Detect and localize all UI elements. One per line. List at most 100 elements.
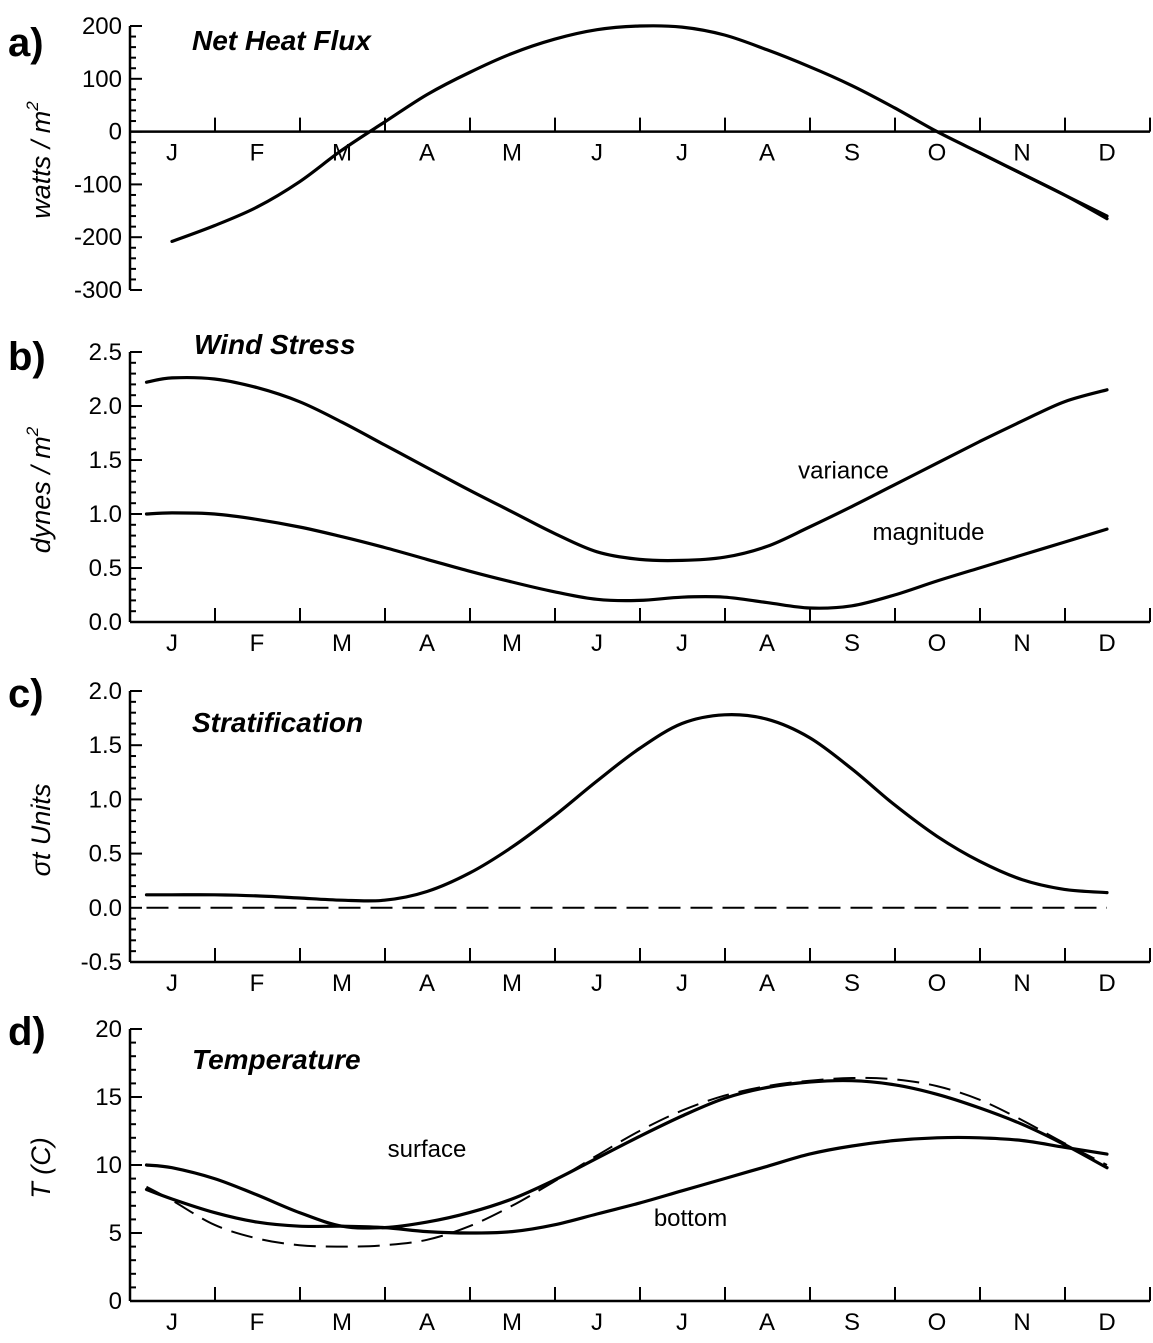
y-tick-label: -0.5 (81, 949, 122, 976)
y-axis-label: T (C) (26, 1137, 56, 1198)
month-label: J (676, 1309, 688, 1336)
solid-series-line (144, 713, 1109, 903)
y-axis-label: σt Units (26, 784, 56, 877)
month-label: J (166, 140, 178, 167)
panel-4: d) Temperature T (C) 20 15 10 5 0 J F M A M J J A S O N Dsu… (8, 1010, 1151, 1336)
month-label: F (250, 1309, 265, 1336)
y-tick-label: 0 (109, 1288, 122, 1315)
month-label: D (1098, 630, 1115, 657)
y-axis-label-text: dynes / m (26, 436, 56, 553)
panel-2: b) Wind Stress dynes / m2 2.5 2.0 1.5 1.0 0.5 0.… (8, 329, 1151, 657)
variance-series-line (144, 376, 1109, 563)
month-label: F (250, 970, 265, 997)
month-label: J (591, 970, 603, 997)
panel-letter: d) (8, 1010, 46, 1054)
y-tick-label: 1.0 (89, 501, 122, 528)
y-tick-label: 0.5 (89, 841, 122, 868)
month-label: M (502, 140, 522, 167)
month-label: M (502, 1309, 522, 1336)
series-annotation: magnitude (872, 519, 984, 546)
month-label: J (166, 630, 178, 657)
month-label: M (332, 630, 352, 657)
y-tick-label: 1.0 (89, 786, 122, 813)
bottom-series-line (144, 1135, 1109, 1235)
month-label: M (332, 1309, 352, 1336)
month-label: J (591, 1309, 603, 1336)
month-label: A (759, 1309, 775, 1336)
y-tick-label: 100 (82, 66, 122, 93)
month-label: A (759, 630, 775, 657)
month-label: D (1098, 970, 1115, 997)
y-tick-label: 0.0 (89, 609, 122, 636)
month-label: M (502, 630, 522, 657)
y-axis-label-text: T (C) (26, 1137, 56, 1198)
month-label: D (1098, 140, 1115, 167)
month-label: D (1098, 1309, 1115, 1336)
month-label: J (591, 630, 603, 657)
y-tick-label: 2.5 (89, 339, 122, 366)
y-axis-label-superscript: 2 (23, 426, 42, 437)
panel-letter: a) (8, 21, 44, 65)
y-axis-label: watts / m2 (23, 101, 56, 219)
series-annotation: surface (388, 1136, 467, 1163)
y-tick-label: 0 (109, 119, 122, 146)
dashed-series-line (146, 1076, 1108, 1248)
y-tick-label: 200 (82, 13, 122, 40)
magnitude-series-line (144, 511, 1109, 610)
month-label: N (1013, 970, 1030, 997)
month-label: A (759, 970, 775, 997)
series-annotation: bottom (654, 1205, 727, 1232)
panel-letter: b) (8, 335, 46, 379)
panel-title: Stratification (192, 707, 363, 738)
panel-title: Temperature (192, 1044, 361, 1075)
month-label: F (250, 630, 265, 657)
y-tick-label: -100 (74, 171, 122, 198)
month-label: A (419, 630, 435, 657)
month-label: N (1013, 1309, 1030, 1336)
y-tick-label: 20 (95, 1016, 122, 1043)
month-label: S (844, 970, 860, 997)
month-label: J (591, 140, 603, 167)
series-annotation: variance (798, 457, 889, 484)
y-tick-label: 0.0 (89, 895, 122, 922)
solid-series-line (170, 24, 1109, 243)
y-tick-label: 15 (95, 1084, 122, 1111)
month-label: N (1013, 630, 1030, 657)
panel-title: Net Heat Flux (192, 25, 372, 56)
month-label: O (928, 140, 947, 167)
solid-series-line (977, 151, 1109, 221)
month-label: J (676, 140, 688, 167)
y-axis-label-superscript: 2 (23, 101, 42, 112)
month-label: S (844, 140, 860, 167)
y-axis-label: dynes / m2 (23, 426, 56, 553)
month-label: O (928, 1309, 947, 1336)
month-label: S (844, 1309, 860, 1336)
month-label: J (166, 1309, 178, 1336)
month-label: J (676, 630, 688, 657)
month-label: A (419, 970, 435, 997)
month-label: A (759, 140, 775, 167)
month-label: M (332, 970, 352, 997)
month-label: O (928, 970, 947, 997)
y-tick-label: 10 (95, 1152, 122, 1179)
y-tick-label: 2.0 (89, 678, 122, 705)
y-tick-label: -300 (74, 277, 122, 304)
y-tick-label: 2.0 (89, 393, 122, 420)
surface-series-line (144, 1078, 1109, 1230)
month-label: A (419, 140, 435, 167)
month-label: J (676, 970, 688, 997)
y-tick-label: 5 (109, 1220, 122, 1247)
panel-3: c) Stratification σt Units 2.0 1.5 1.0 0.5 0.0 -… (8, 672, 1151, 997)
month-label: S (844, 630, 860, 657)
panel-1: a) Net Heat Flux watts / m2 200 100 0 -100 -200… (8, 13, 1151, 304)
month-label: O (928, 630, 947, 657)
y-tick-label: -200 (74, 224, 122, 251)
panel-title: Wind Stress (194, 329, 356, 360)
month-label: A (419, 1309, 435, 1336)
y-axis-label-text: watts / m (26, 111, 56, 219)
month-label: J (166, 970, 178, 997)
month-label: M (502, 970, 522, 997)
y-tick-label: 1.5 (89, 447, 122, 474)
y-axis-label-text: σt Units (26, 784, 56, 877)
